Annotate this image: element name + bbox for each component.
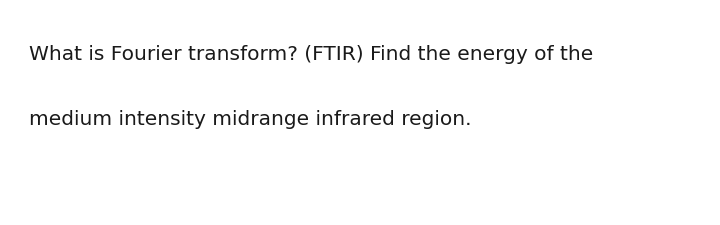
Text: medium intensity midrange infrared region.: medium intensity midrange infrared regio…	[29, 110, 472, 129]
Text: What is Fourier transform? (FTIR) Find the energy of the: What is Fourier transform? (FTIR) Find t…	[29, 45, 593, 63]
